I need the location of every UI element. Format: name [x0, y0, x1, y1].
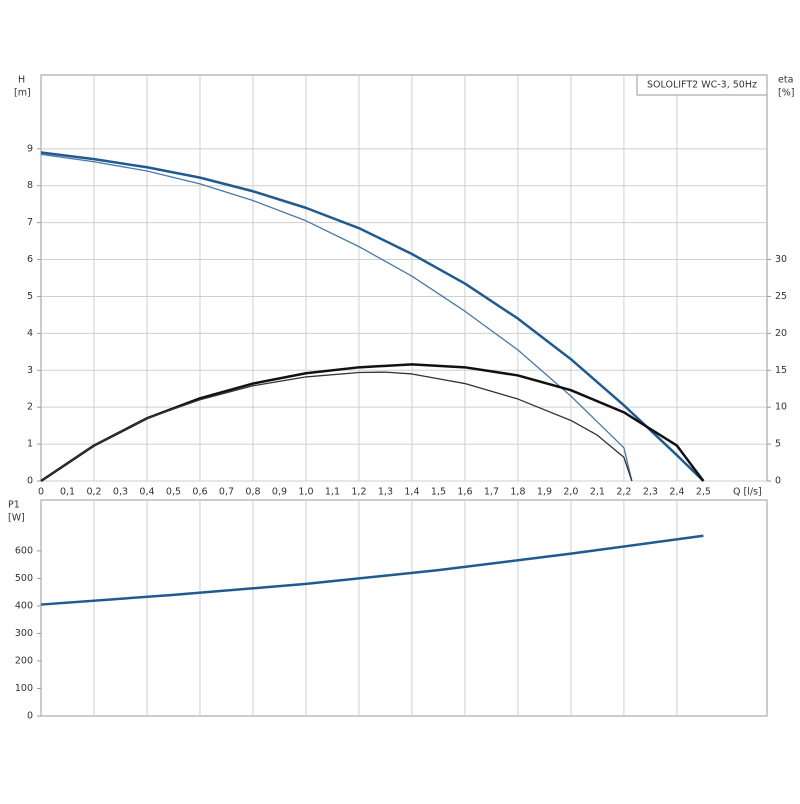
x-tick-label: 0,3 — [113, 487, 128, 498]
y-tick-label: 3 — [27, 365, 33, 376]
y2-tick-label: 15 — [775, 365, 787, 376]
y2-tick-label: 20 — [775, 328, 787, 339]
y2-tick-label: 5 — [775, 439, 781, 450]
x-axis-label: Q [l/s] — [733, 487, 762, 498]
curve — [40, 153, 633, 482]
x-tick-label: 0 — [38, 487, 44, 498]
x-tick-label: 1,6 — [457, 487, 472, 498]
curve — [40, 534, 704, 606]
x-tick-label: 0,8 — [245, 487, 260, 498]
x-tick-label: 1,0 — [298, 487, 313, 498]
y-tick-label: 0 — [27, 711, 33, 722]
y2-tick-label: 0 — [775, 476, 781, 487]
y-axis-unit: [m] — [14, 88, 31, 99]
x-tick-label: 1,4 — [404, 487, 419, 498]
y-axis-label: P1 — [8, 500, 20, 511]
x-tick-label: 2,4 — [669, 487, 684, 498]
y-tick-label: 600 — [15, 545, 33, 556]
y-tick-label: 7 — [27, 217, 33, 228]
x-tick-label: 0,2 — [86, 487, 101, 498]
y-axis-unit: [W] — [8, 513, 25, 524]
y2-tick-label: 25 — [775, 291, 787, 302]
x-tick-label: 1,3 — [378, 487, 393, 498]
x-tick-label: 2,5 — [696, 487, 711, 498]
x-tick-label: 0,6 — [192, 487, 207, 498]
x-tick-label: 1,9 — [537, 487, 552, 498]
x-tick-label: 0,1 — [60, 487, 75, 498]
y-tick-label: 8 — [27, 180, 33, 191]
x-tick-label: 1,5 — [431, 487, 446, 498]
x-tick-label: 2,1 — [590, 487, 605, 498]
y-tick-label: 2 — [27, 402, 33, 413]
y-tick-label: 500 — [15, 573, 33, 584]
x-tick-label: 1,2 — [351, 487, 366, 498]
x-tick-label: 0,9 — [272, 487, 287, 498]
x-tick-label: 1,8 — [510, 487, 525, 498]
y-tick-label: 1 — [27, 439, 33, 450]
x-tick-label: 2,3 — [643, 487, 658, 498]
x-tick-label: 1,7 — [484, 487, 499, 498]
y-tick-label: 9 — [27, 143, 33, 154]
y-tick-label: 400 — [15, 600, 33, 611]
y-tick-label: 0 — [27, 476, 33, 487]
y-tick-label: 300 — [15, 628, 33, 639]
y-tick-label: 100 — [15, 683, 33, 694]
x-tick-label: 1,1 — [325, 487, 340, 498]
y-axis-label: H — [18, 75, 25, 86]
y2-tick-label: 30 — [775, 254, 787, 265]
y2-tick-label: 10 — [775, 402, 787, 413]
y2-axis-label: eta — [778, 75, 793, 86]
legend-box — [636, 74, 768, 96]
chart-title: SOLOLIFT2 WC-3, 50Hz — [647, 80, 757, 91]
curve — [40, 151, 705, 482]
y2-axis-unit: [%] — [778, 88, 794, 99]
x-tick-label: 2,2 — [616, 487, 631, 498]
y-tick-label: 200 — [15, 655, 33, 666]
x-tick-label: 0,7 — [219, 487, 234, 498]
x-tick-label: 0,5 — [166, 487, 181, 498]
y-tick-label: 5 — [27, 291, 33, 302]
y-tick-label: 4 — [27, 328, 33, 339]
curve — [40, 371, 633, 482]
x-tick-label: 2,0 — [563, 487, 578, 498]
y-tick-label: 6 — [27, 254, 33, 265]
x-tick-label: 0,4 — [139, 487, 154, 498]
bottom-plot-frame — [40, 499, 768, 717]
